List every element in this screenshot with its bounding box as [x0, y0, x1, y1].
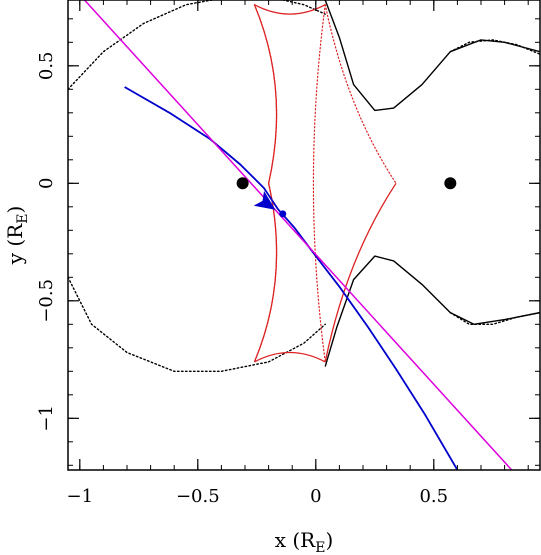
source-position-marker — [279, 210, 287, 218]
y-tick-label: −0.5 — [36, 279, 57, 323]
critical-curve-dotted — [68, 276, 326, 372]
y-axis-title: y (RE) — [3, 206, 31, 266]
y-tick-label: 0 — [36, 178, 57, 189]
critical-curve-dotted — [68, 0, 213, 90]
lines — [83, 0, 513, 470]
caustic-dotted — [324, 4, 397, 184]
x-tick-label: −1 — [67, 486, 94, 507]
caustic-line — [254, 4, 326, 15]
caustic-line — [253, 4, 278, 184]
y-tick-label: −1 — [36, 405, 57, 432]
straight-line — [83, 0, 513, 470]
caustic-dotted — [312, 4, 326, 363]
x-tick-label: −0.5 — [176, 486, 220, 507]
caustic-line — [254, 351, 326, 363]
source-trajectory — [124, 86, 459, 470]
x-tick-label: 0.5 — [419, 486, 448, 507]
x-axis-title: x (RE) — [275, 528, 334, 555]
caustic-line — [324, 182, 397, 363]
caustic-line — [253, 183, 278, 363]
critical-curve-dotted — [282, 0, 326, 15]
x-tick-label: 0 — [310, 486, 321, 507]
lens-mass — [236, 177, 249, 190]
markers — [236, 177, 457, 218]
plot-frame — [67, 0, 541, 471]
critical-curve — [324, 0, 540, 112]
y-tick-label: 0.5 — [36, 51, 57, 80]
critical-curve — [324, 255, 540, 367]
critical-curve-dotted — [449, 311, 540, 325]
dotted-curves — [68, 0, 540, 372]
solid-curves — [253, 0, 540, 367]
direction-arrow — [253, 190, 276, 210]
lens-mass — [444, 177, 457, 190]
axis-ticks: −1 −0.5 0 0.5 0.5 0 −0.5 −1 — [36, 0, 540, 507]
